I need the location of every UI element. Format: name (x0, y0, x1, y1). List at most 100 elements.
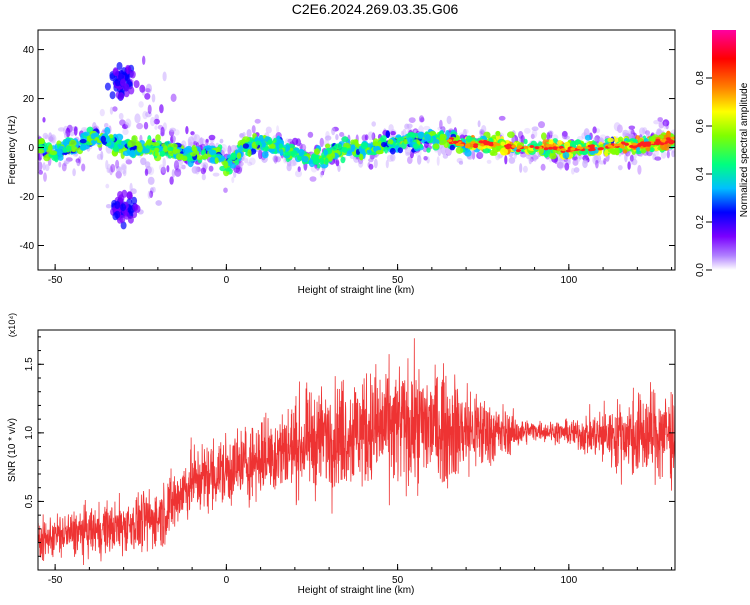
spectrum-blob (617, 124, 623, 133)
spectrum-ridge-cell (201, 149, 207, 154)
spectrum-ridge-cell (455, 146, 464, 154)
spectrum-peak-cell (447, 139, 453, 143)
spectrum-blob (104, 122, 109, 129)
spectrum-blob (531, 126, 539, 131)
spectrum-xtick-label: 100 (560, 275, 577, 286)
spectrum-xtick-label: 50 (392, 275, 404, 286)
spectrum-ridge-cell (500, 147, 508, 156)
spectrum-blob (582, 159, 588, 169)
spectrum-blob (265, 126, 272, 134)
spectrum-blob (371, 132, 376, 141)
spectrum-blob (486, 159, 492, 164)
spectrum-blob (663, 121, 667, 130)
spectrum-ridge-cell (38, 149, 45, 154)
spectrum-peak-cell (473, 143, 479, 147)
spectrum-blob (639, 127, 646, 136)
spectrum-peak-cell (558, 145, 564, 149)
spectrum-blob (160, 126, 165, 137)
spectrum-ridge-cell (285, 144, 291, 152)
spectrum-blob (118, 112, 124, 120)
spectrum-blob (115, 159, 120, 169)
spectrum-side-lobe (126, 191, 133, 200)
spectrum-blob (144, 93, 151, 100)
spectrum-side-lobe (114, 78, 121, 87)
spectrum-ridge-cell (69, 139, 77, 147)
spectrum-ridge-cell (174, 149, 181, 154)
spectrum-blob (64, 132, 67, 139)
spectrum-blob (144, 88, 151, 93)
spectrum-peak-cell (642, 144, 648, 148)
spectrum-blob (400, 130, 404, 136)
spectrum-blob (335, 159, 340, 167)
spectrum-ridge-cell (403, 138, 408, 144)
spectrum-ridge-cell (242, 136, 251, 143)
spectrum-blob (477, 120, 481, 128)
spectrum-side-lobe (128, 86, 135, 95)
spectrum-ridge-cell (350, 139, 355, 146)
spectrum-ridge-cell (342, 147, 348, 153)
spectrum-ridge-cell (385, 130, 390, 138)
spectrum-peak-cell (570, 147, 576, 151)
spectrum-blob (388, 124, 394, 133)
spectrum-side-lobe (133, 80, 140, 89)
spectrum-peak-cell (668, 141, 674, 145)
spectrum-ridge-cell (482, 148, 490, 154)
spectrum-side-lobe (116, 62, 123, 70)
spectrum-xlabel: Height of straight line (km) (298, 285, 415, 296)
spectrum-blob (170, 93, 177, 103)
spectrum-peak-cell (665, 137, 671, 141)
spectrum-blob (368, 158, 374, 163)
spectrum-blob (153, 118, 160, 125)
colorbar-gradient (712, 30, 736, 270)
spectrum-blob (105, 183, 110, 189)
spectrum-blob (538, 121, 545, 129)
spectrum-blob (191, 166, 198, 174)
spectrum-blob (418, 115, 425, 123)
spectrum-ridge-cell (387, 139, 394, 145)
spectrum-ridge-cell (164, 141, 169, 146)
spectrum-peak-cell (470, 141, 476, 145)
colorbar-label: Normalized spectral amplitude (739, 82, 750, 217)
snr-series-line (38, 338, 675, 565)
spectrum-ytick-label: 40 (23, 45, 35, 56)
spectrum-blob (561, 131, 568, 137)
spectrum-side-lobe (104, 82, 111, 91)
spectrum-blob (530, 154, 536, 160)
spectrum-ridge-cell (649, 147, 655, 153)
spectrum-ridge-cell (255, 140, 261, 146)
colorbar-tick-label: 0.4 (695, 167, 706, 181)
spectrum-blob (162, 71, 167, 82)
spectrum-blob (671, 150, 675, 158)
snr-ytick-label: 0.5 (24, 494, 35, 508)
colorbar-tick-label: 0.8 (695, 71, 706, 85)
spectrum-side-lobe (112, 68, 119, 77)
spectrum-peak-cell (505, 146, 511, 150)
spectrum-ridge-cell (389, 147, 396, 155)
spectrum-side-lobe (139, 84, 146, 93)
spectrum-blob (172, 135, 176, 141)
spectrum-blob (125, 159, 133, 165)
spectrum-peak-cell (620, 141, 626, 145)
spectrum-ridge-cell (113, 145, 119, 152)
spectrum-blob (518, 131, 524, 139)
spectrum-blob (572, 159, 579, 166)
spectrum-ridge-cell (548, 139, 554, 145)
spectrum-blob (479, 128, 485, 136)
spectrum-side-lobe (125, 66, 132, 75)
spectrum-blob (174, 168, 182, 177)
colorbar-tick-label: 0.2 (695, 215, 706, 229)
spectrum-blob (106, 167, 110, 173)
spectrum-blob (78, 156, 82, 164)
spectrum-ridge-cell (279, 148, 284, 156)
spectrum-side-lobe (114, 201, 121, 209)
spectrum-ridge-cell (413, 143, 420, 150)
spectrum-ridge-cell (297, 155, 303, 161)
spectrum-blob (390, 131, 396, 136)
snr-ytick-label: 1.0 (24, 425, 35, 439)
spectrum-ridge-cell (635, 135, 640, 140)
spectrum-blob (657, 129, 663, 134)
spectrum-peak-cell (617, 143, 623, 147)
spectrum-blob (662, 119, 670, 127)
spectrum-ridge-cell (214, 157, 219, 164)
